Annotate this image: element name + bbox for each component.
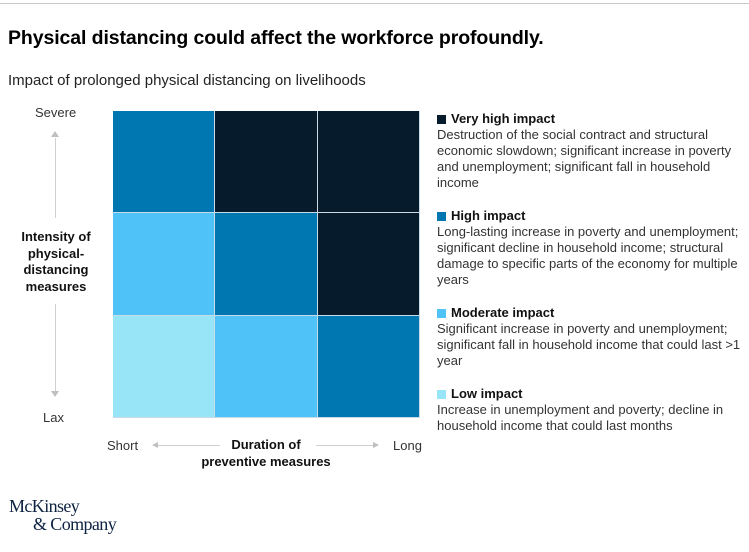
heatmap-cell	[317, 315, 419, 417]
x-tick-short: Short	[107, 438, 139, 453]
arrow-right-icon	[373, 442, 379, 448]
y-axis-title-line: Intensity of	[21, 229, 91, 244]
legend-swatch	[437, 114, 446, 124]
y-tick-severe: Severe	[35, 105, 77, 120]
x-axis-title-line: preventive measures	[201, 453, 331, 469]
legend-swatch	[437, 211, 446, 221]
heatmap-cell	[215, 111, 317, 213]
heatmap-cell	[317, 111, 419, 213]
y-axis-line-bottom	[55, 304, 56, 392]
top-divider	[0, 3, 749, 4]
heatmap-cell	[317, 213, 419, 315]
x-axis-line-right	[316, 445, 374, 446]
chart-subtitle: Impact of prolonged physical distancing …	[8, 72, 366, 89]
arrow-down-icon	[51, 391, 59, 397]
heatmap-cell	[215, 213, 317, 315]
x-axis-title-line: Duration of	[231, 437, 301, 452]
legend-item-very-high: Very high impact Destruction of the soci…	[437, 111, 742, 191]
mckinsey-logo: McKinsey & Company	[9, 496, 117, 534]
y-tick-lax: Lax	[43, 410, 64, 425]
legend-label: Moderate impact	[451, 305, 555, 320]
x-axis-title: Duration of preventive measures	[196, 437, 336, 470]
legend-description: Significant increase in poverty and unem…	[437, 321, 741, 368]
legend-item-moderate: Moderate impact Significant increase in …	[437, 305, 742, 369]
logo-line: McKinsey	[9, 496, 80, 516]
legend-label: Low impact	[451, 386, 523, 401]
y-axis-title-line: measures	[25, 278, 87, 294]
x-tick-long: Long	[393, 438, 422, 453]
heatmap-cell	[113, 213, 215, 315]
y-axis-line-top	[55, 138, 56, 218]
y-axis-title-line: distancing	[23, 262, 89, 277]
logo-line: & Company	[33, 514, 117, 534]
legend-description: Increase in unemployment and poverty; de…	[437, 402, 724, 433]
y-axis-title: Intensity of physical- distancing measur…	[10, 229, 102, 295]
legend-item-low: Low impact Increase in unemployment and …	[437, 386, 742, 434]
legend-description: Destruction of the social contract and s…	[437, 127, 732, 190]
heatmap-cell	[215, 315, 317, 417]
arrow-up-icon	[51, 131, 59, 137]
arrow-left-icon	[152, 442, 158, 448]
heatmap-cell	[113, 315, 215, 417]
legend-swatch	[437, 389, 446, 399]
y-axis-title-line: physical-	[27, 245, 85, 261]
legend-description: Long-lasting increase in poverty and une…	[437, 224, 739, 287]
x-axis-line-left	[158, 445, 220, 446]
legend-item-high: High impact Long-lasting increase in pov…	[437, 208, 742, 288]
page-title: Physical distancing could affect the wor…	[8, 27, 544, 49]
legend: Very high impact Destruction of the soci…	[437, 111, 742, 451]
legend-label: High impact	[451, 208, 526, 223]
heatmap-cell	[113, 111, 215, 213]
heatmap-grid	[113, 111, 420, 418]
legend-label: Very high impact	[451, 111, 556, 126]
legend-swatch	[437, 308, 446, 318]
